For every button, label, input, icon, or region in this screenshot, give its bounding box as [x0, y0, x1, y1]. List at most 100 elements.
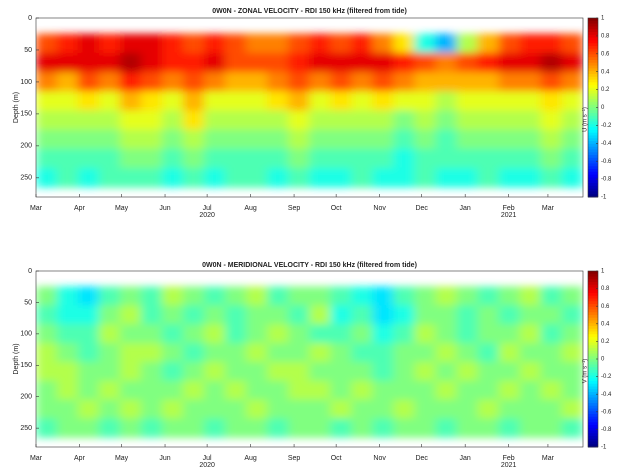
heat-cell — [119, 286, 142, 306]
heat-cell — [330, 380, 352, 401]
heat-cell — [225, 129, 247, 150]
heat-cell — [161, 361, 184, 382]
heat-cell — [119, 91, 142, 111]
heat-cell — [330, 52, 352, 73]
colorbar-step — [588, 34, 598, 39]
heat-cell — [246, 305, 268, 325]
colorbar-step — [588, 298, 598, 302]
heat-cell — [204, 52, 226, 73]
heat-cell — [56, 418, 79, 438]
x-tick-label: Oct — [331, 205, 342, 212]
colorbar-step — [588, 48, 598, 53]
heat-cell — [477, 91, 500, 111]
y-tick-label: 200 — [20, 143, 32, 150]
heat-cell — [267, 148, 289, 169]
colorbar-step — [588, 273, 598, 277]
colorbar-step — [588, 419, 598, 423]
colorbar-step — [588, 141, 598, 145]
heat-cell — [98, 167, 121, 188]
heat-cell — [477, 167, 500, 188]
heat-cell — [225, 380, 247, 401]
heat-cell — [98, 129, 121, 150]
heat-cell — [246, 52, 268, 73]
heat-cell — [540, 342, 563, 363]
heat-cell — [288, 167, 310, 188]
heat-cell — [498, 399, 521, 420]
colorbar-step — [588, 370, 598, 374]
colorbar-step — [588, 353, 598, 357]
heat-cell — [288, 110, 310, 131]
colorbar-step — [588, 54, 598, 58]
colorbar-step — [588, 127, 598, 131]
heat-cell — [288, 91, 310, 111]
heat-cell — [98, 148, 121, 169]
heat-cell — [393, 110, 415, 131]
heat-cell — [204, 91, 226, 111]
colorbar-step — [588, 93, 598, 97]
heat-cell — [414, 324, 437, 344]
heat-cell — [267, 33, 289, 54]
heat-cell — [98, 286, 121, 306]
heat-cell — [435, 380, 458, 401]
colorbar-step — [588, 361, 598, 365]
colorbar-tick-label: 0.6 — [601, 51, 610, 57]
heat-cell — [56, 91, 79, 111]
colorbar-step — [588, 23, 598, 27]
heat-cell — [288, 129, 310, 150]
colorbar-step — [588, 29, 598, 33]
heat-cell — [351, 167, 373, 188]
heat-cell — [288, 33, 310, 54]
heat-cell — [498, 72, 521, 92]
heat-cell — [267, 399, 289, 420]
heat-cell — [267, 129, 289, 150]
heat-cell — [225, 361, 247, 382]
heat-cell — [140, 33, 163, 54]
heat-cell — [246, 418, 268, 438]
colorbar-label: U (m s⁻¹) — [583, 107, 589, 132]
heat-cell — [267, 286, 289, 306]
heat-cell — [414, 380, 437, 401]
heat-cell — [498, 52, 521, 73]
heat-cell — [351, 148, 373, 169]
heat-cell — [77, 324, 100, 344]
colorbar-tick-label: 0.8 — [601, 33, 610, 39]
heat-cell — [561, 129, 583, 150]
heat-cell — [140, 380, 163, 401]
heat-cell — [372, 399, 394, 420]
heat-cell — [498, 91, 521, 111]
colorbar-step — [588, 43, 598, 47]
heat-cell — [330, 91, 352, 111]
heat-cell — [182, 361, 205, 382]
heat-cell — [98, 91, 121, 111]
x-tick-label: Nov — [373, 205, 386, 212]
heat-cell — [36, 380, 58, 401]
heat-cell — [140, 361, 163, 382]
heat-cell — [309, 399, 331, 420]
heat-cell — [498, 148, 521, 169]
heat-cell — [56, 110, 79, 131]
heatmap-cells — [36, 286, 583, 438]
colorbar-step — [588, 381, 598, 385]
heatmap — [36, 286, 583, 438]
colorbar-step — [588, 194, 598, 198]
colorbar-label: V (m s⁻¹) — [583, 359, 589, 384]
heat-cell — [56, 52, 79, 73]
y-tick-label: 0 — [28, 15, 32, 22]
colorbar-tick-label: -0.4 — [601, 392, 612, 398]
heat-cell — [182, 52, 205, 73]
heat-cell — [372, 129, 394, 150]
colorbar-tick-label: 1 — [601, 16, 605, 22]
heat-cell — [393, 418, 415, 438]
heat-cell — [309, 33, 331, 54]
colorbar-step — [588, 290, 598, 294]
x-tick-label: Dec — [415, 205, 428, 212]
x-tick-label: Jun — [159, 455, 170, 462]
heat-cell — [119, 361, 142, 382]
heat-cell — [36, 129, 58, 150]
heat-cell — [98, 342, 121, 363]
colorbar-step — [588, 295, 598, 299]
heat-cell — [456, 91, 479, 111]
heat-cell — [225, 342, 247, 363]
heat-cell — [540, 324, 563, 344]
heat-cell — [561, 72, 583, 92]
